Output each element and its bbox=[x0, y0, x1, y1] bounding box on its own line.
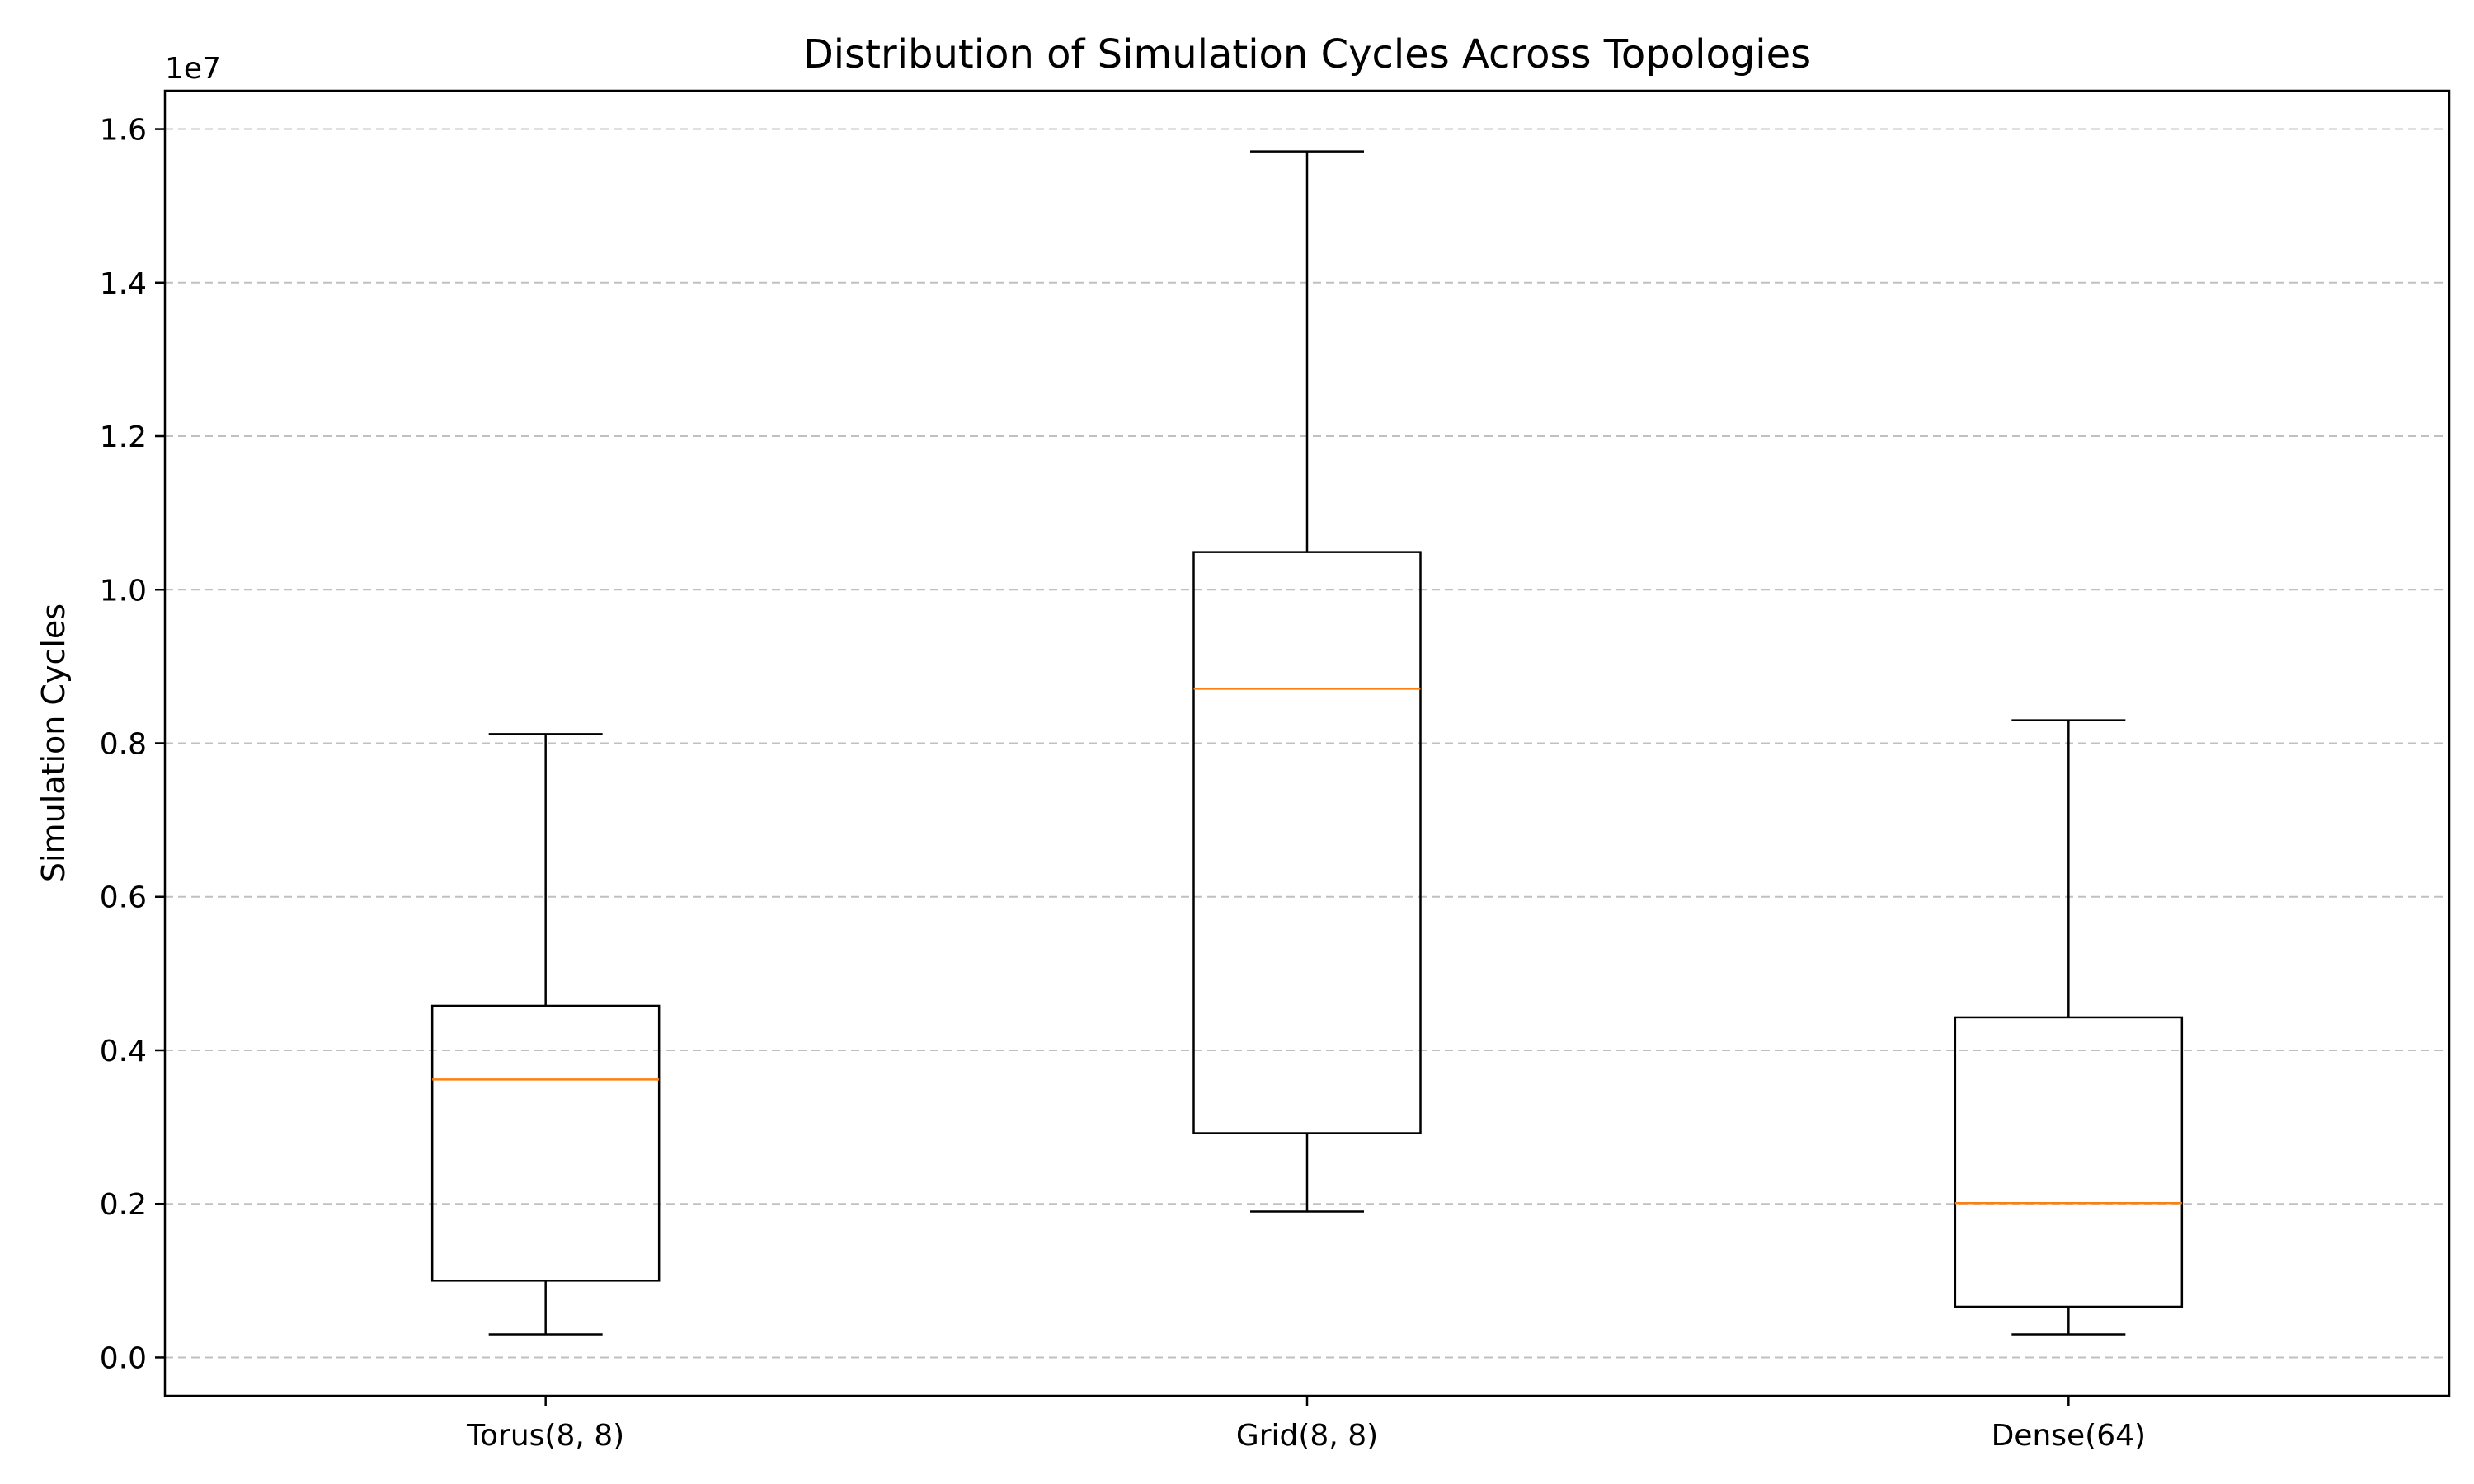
y-offset-label: 1e7 bbox=[165, 52, 221, 86]
y-tick-label: 1.4 bbox=[100, 267, 147, 301]
box-iqr bbox=[1954, 1016, 2184, 1308]
x-tick-label: Torus(8, 8) bbox=[466, 1419, 624, 1453]
y-tick-label: 0.4 bbox=[100, 1035, 147, 1068]
chart-title: Distribution of Simulation Cycles Across… bbox=[803, 31, 1811, 77]
y-tick-label: 0.6 bbox=[100, 881, 147, 915]
y-tick-label: 0.8 bbox=[100, 728, 147, 762]
y-axis-label: Simulation Cycles bbox=[35, 603, 72, 882]
x-tick-label: Dense(64) bbox=[1992, 1419, 2147, 1453]
box-plots bbox=[430, 150, 2184, 1336]
box-iqr bbox=[1192, 551, 1422, 1134]
y-tick-label: 1.6 bbox=[100, 114, 147, 148]
y-tick-label: 0.0 bbox=[100, 1341, 147, 1375]
box-iqr bbox=[430, 1004, 661, 1282]
y-tick-label: 1.0 bbox=[100, 574, 147, 608]
x-tick-label: Grid(8, 8) bbox=[1236, 1419, 1378, 1453]
y-tick-label: 1.2 bbox=[100, 420, 147, 454]
y-tick-label: 0.2 bbox=[100, 1188, 147, 1222]
axes: 0.0 0.2 0.4 0.6 0.8 1.0 1.2 1.4 1.6 Torus(8, 8) Gr… bbox=[100, 114, 2146, 1453]
